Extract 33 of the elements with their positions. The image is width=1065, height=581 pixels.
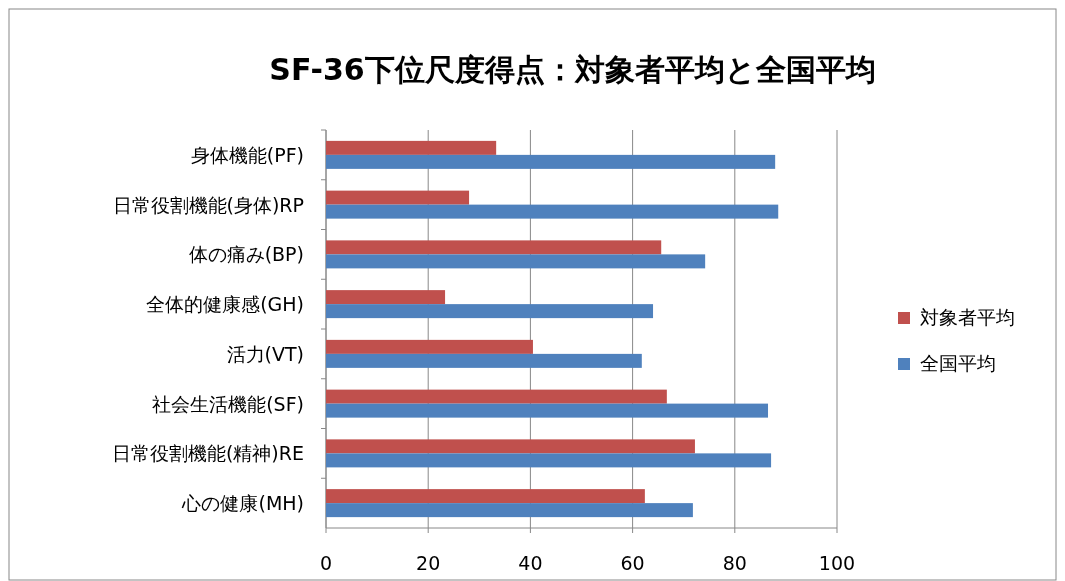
x-tick-label: 100: [818, 552, 856, 574]
x-tick-label: 20: [416, 552, 441, 574]
bar: [326, 154, 776, 169]
y-tick-label: 心の健康(MH): [181, 492, 304, 515]
bar: [326, 240, 662, 255]
y-tick-label: 日常役割機能(身体)RP: [112, 193, 304, 216]
bar: [326, 339, 533, 354]
y-tick-label: 活力(VT): [226, 342, 304, 365]
bar: [326, 304, 654, 319]
bar: [326, 503, 693, 518]
bar: [326, 403, 769, 418]
bar: [326, 140, 497, 155]
x-tick-label: 40: [518, 552, 543, 574]
y-tick-label: 社会生活機能(SF): [152, 392, 304, 415]
y-tick-label: 身体機能(PF): [190, 143, 304, 166]
x-tick-label: 60: [620, 552, 645, 574]
chart-title: SF-36下位尺度得点：対象者平均と全国平均: [269, 52, 876, 87]
x-tick-label: 80: [722, 552, 747, 574]
bar: [326, 489, 645, 504]
bar: [326, 439, 695, 454]
bar: [326, 353, 642, 368]
legend-label: 全国平均: [920, 352, 996, 374]
legend-label: 対象者平均: [920, 306, 1015, 328]
bar: [326, 290, 446, 305]
bar: [326, 453, 772, 468]
bar: [326, 204, 779, 219]
y-tick-label: 全体的健康感(GH): [146, 293, 304, 316]
x-tick-label: 0: [319, 552, 333, 574]
bar: [326, 190, 470, 205]
y-tick-label: 日常役割機能(精神)RE: [111, 442, 304, 465]
y-tick-label: 体の痛み(BP): [188, 243, 304, 266]
bar: [326, 389, 667, 404]
bar: [326, 254, 706, 269]
